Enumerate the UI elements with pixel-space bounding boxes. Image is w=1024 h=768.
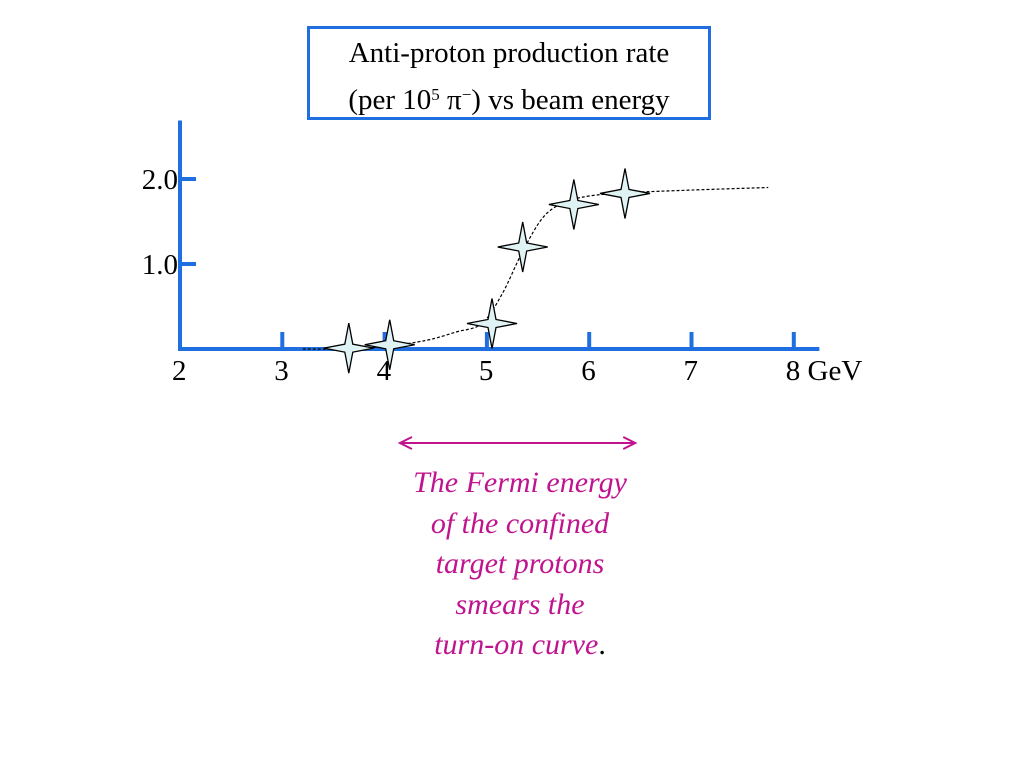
- title-line-1: Anti-proton production rate: [348, 37, 670, 69]
- fit-curve: [302, 186, 769, 350]
- title-line-2: (per 105 π−) vs beam energy: [310, 74, 708, 121]
- title-line-2-suffix: ) vs beam energy: [471, 84, 670, 116]
- x-tick-label: 7: [684, 355, 699, 387]
- data-point: [466, 298, 518, 349]
- chart-title: Anti-proton production rate (per 105 π−)…: [307, 26, 711, 120]
- data-point: [364, 319, 415, 370]
- caption-line: turn-on curve: [434, 628, 599, 661]
- x-tick-label: 8 GeV: [786, 355, 863, 387]
- data-point: [323, 323, 374, 374]
- caption-line: smears the: [455, 587, 585, 621]
- caption-line-last: turn-on curve.: [360, 625, 680, 666]
- x-tick-label: 5: [479, 355, 494, 387]
- y-tick-label: 2.0: [142, 164, 178, 196]
- x-tick-label: 2: [172, 355, 187, 387]
- title-line-2-prefix: (per 10: [348, 84, 432, 116]
- fermi-arrow-left-head: [397, 436, 413, 450]
- caption-line: target protons: [435, 547, 605, 580]
- title-pion-charge: −: [461, 85, 472, 104]
- data-point: [599, 168, 651, 219]
- x-tick-label: 3: [274, 355, 289, 387]
- title-exponent: 5: [431, 85, 440, 104]
- y-tick-label: 1.0: [142, 249, 178, 281]
- data-point: [497, 221, 548, 273]
- caption-line: of the confined: [430, 506, 610, 540]
- x-tick-label: 6: [581, 355, 596, 387]
- caption-period: .: [598, 628, 606, 661]
- fermi-arrow-right-head: [622, 436, 638, 450]
- caption-line: The Fermi energy: [413, 466, 627, 499]
- title-pion: π: [439, 84, 462, 116]
- fermi-caption: The Fermi energy of the confined target …: [360, 463, 680, 666]
- data-point: [548, 179, 599, 230]
